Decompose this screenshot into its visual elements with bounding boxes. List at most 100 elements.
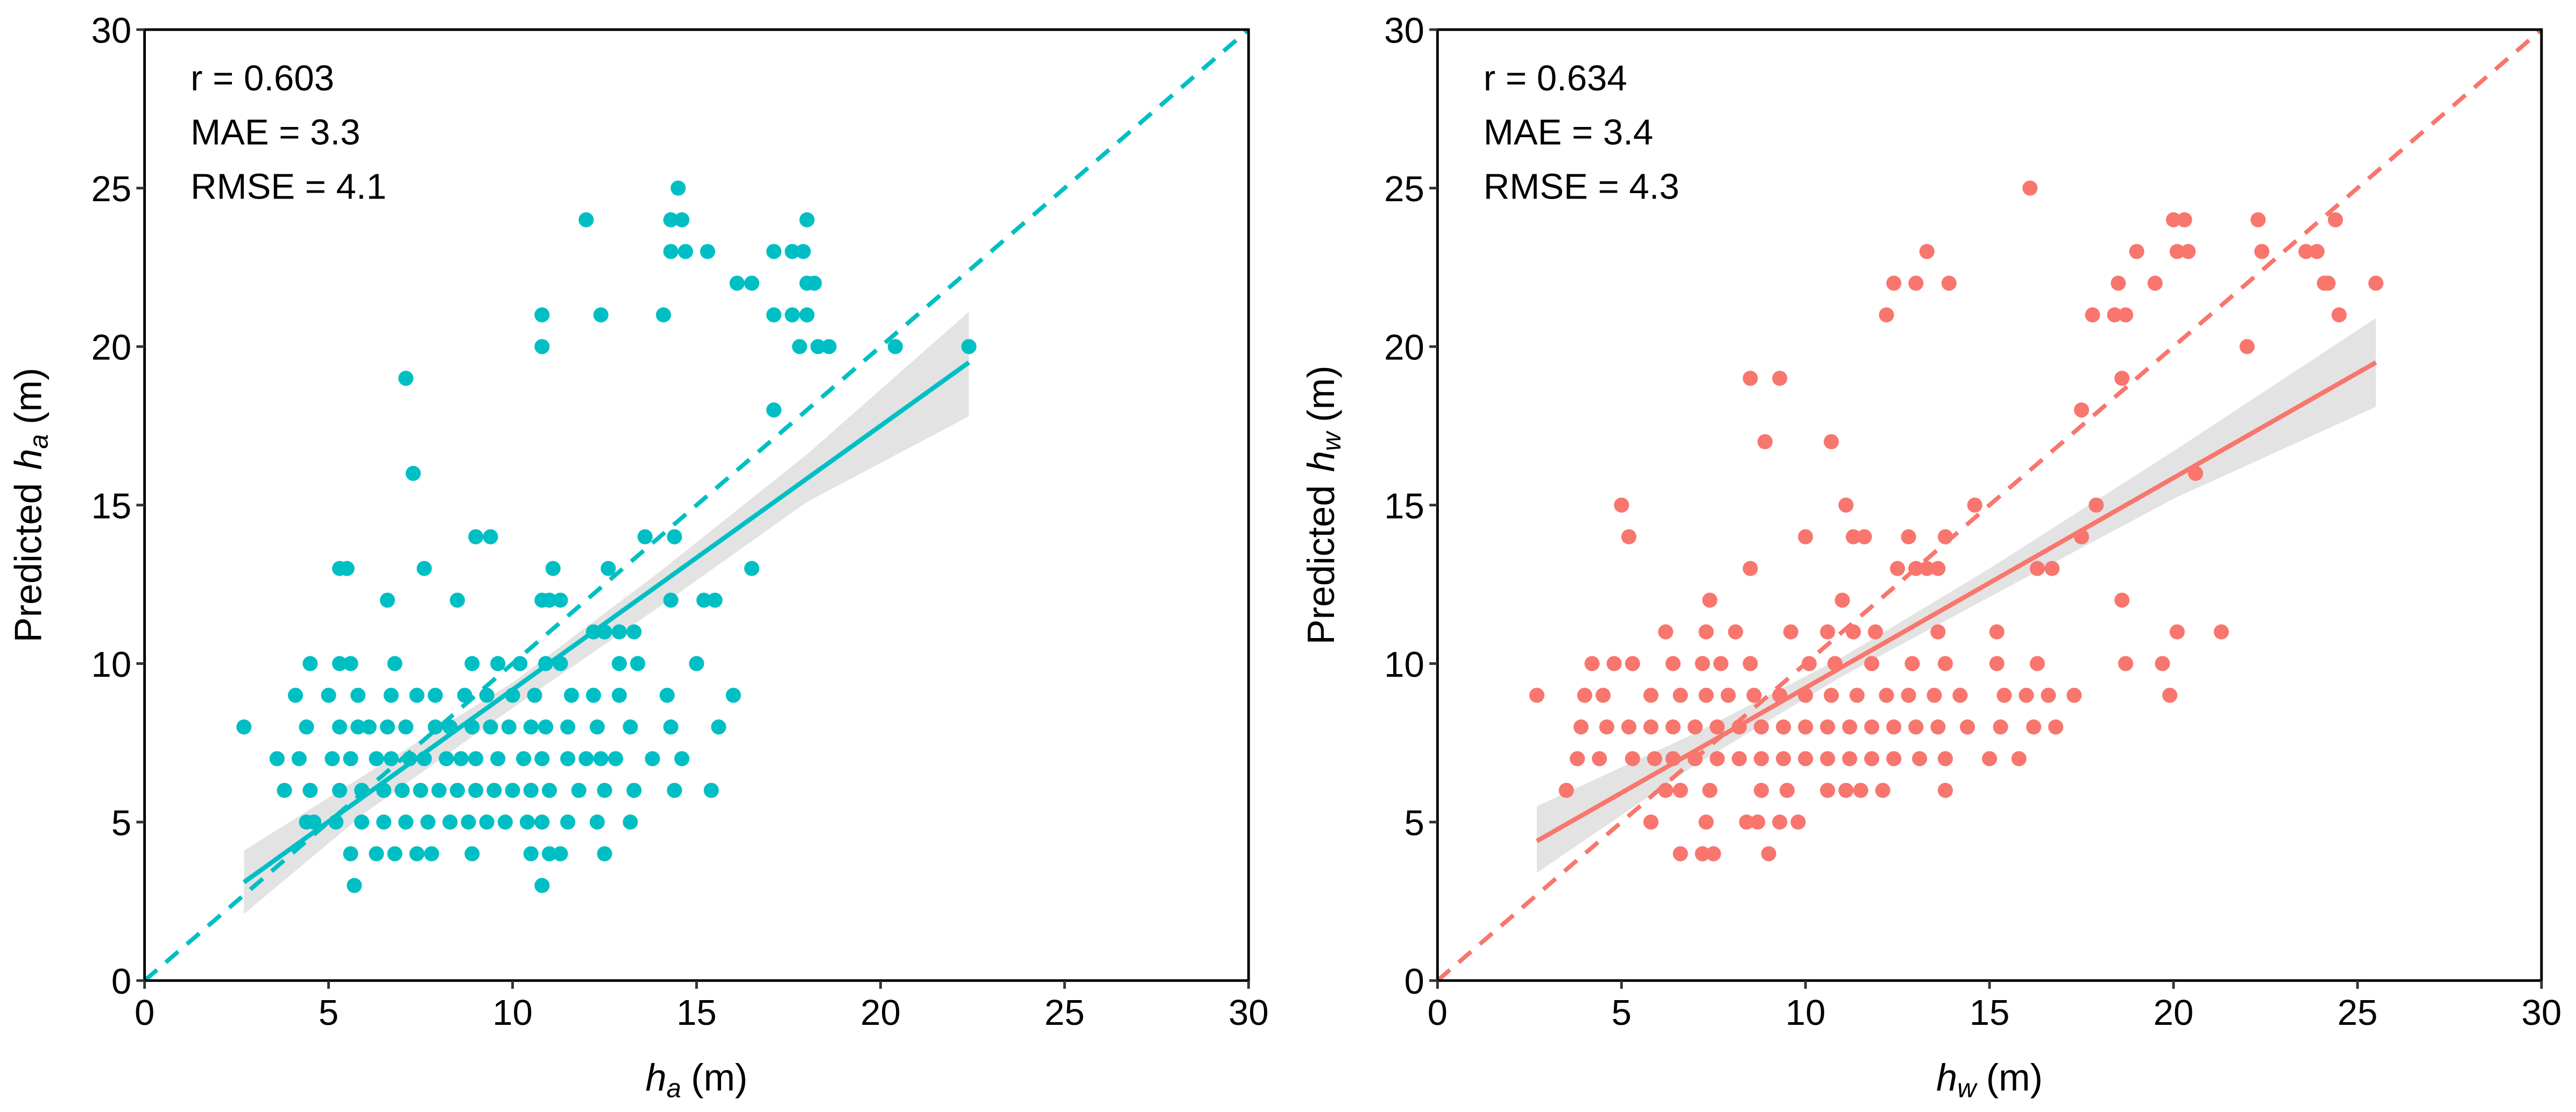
data-point (1798, 751, 1813, 767)
data-point (299, 719, 314, 735)
data-point (1742, 656, 1758, 671)
data-point (1820, 719, 1836, 735)
data-point (516, 751, 532, 767)
data-point (1901, 529, 1916, 544)
data-point (1754, 751, 1769, 767)
data-point (379, 719, 396, 735)
y-label-unit: (m) (1300, 365, 1342, 422)
data-point (2114, 371, 2130, 386)
x-label-sub: a (667, 1074, 681, 1103)
data-point (2118, 307, 2134, 323)
data-point (424, 846, 440, 862)
data-point (497, 814, 513, 830)
y-label-sub: a (25, 434, 54, 449)
data-point (1742, 371, 1758, 386)
data-point (354, 814, 370, 830)
y-label-unit: (m) (6, 367, 49, 424)
data-point (626, 624, 642, 640)
data-point (534, 307, 550, 323)
identity-line (1436, 28, 2543, 982)
data-point (1853, 783, 1868, 798)
y-tick-label: 30 (91, 10, 132, 51)
data-point (961, 339, 977, 355)
data-point (1864, 719, 1880, 735)
data-point (585, 688, 602, 703)
data-point (659, 688, 675, 703)
data-point (1838, 497, 1854, 513)
data-point (1868, 624, 1883, 640)
data-point (703, 783, 719, 798)
data-point (2169, 244, 2185, 259)
data-point (505, 783, 520, 798)
data-point (623, 719, 638, 735)
data-point (527, 688, 542, 703)
data-point (1698, 814, 1714, 830)
x-tick-label: 25 (2338, 993, 2378, 1033)
data-point (269, 751, 285, 767)
data-point (350, 719, 366, 735)
x-axis-label: hw (m) (1936, 1056, 2043, 1103)
data-point (1890, 561, 1905, 576)
data-point (1941, 275, 1957, 291)
data-point (1706, 846, 1721, 862)
rmse-value: RMSE = 4.3 (1484, 166, 1679, 207)
x-tick-label: 0 (135, 993, 154, 1033)
data-point (674, 212, 690, 228)
data-point (2250, 212, 2266, 228)
data-point (630, 656, 646, 671)
data-point (1698, 688, 1714, 703)
data-point (468, 529, 484, 544)
data-point (1710, 719, 1725, 735)
data-point (1621, 719, 1636, 735)
data-point (1838, 783, 1854, 798)
data-point (398, 371, 414, 386)
data-point (2129, 244, 2144, 259)
right-panel: 0 5 10 15 20 25 30 0 5 10 15 20 25 30 r = 0.634 MAE = 3… (1300, 10, 2561, 1103)
data-point (1790, 814, 1806, 830)
data-point (343, 846, 358, 862)
data-point (1886, 751, 1902, 767)
data-point (369, 846, 384, 862)
data-point (2162, 688, 2178, 703)
data-point (490, 656, 506, 671)
data-point (1776, 719, 1791, 735)
data-point (601, 561, 616, 576)
data-point (677, 244, 693, 259)
data-point (887, 339, 903, 355)
data-point (2309, 244, 2325, 259)
data-point (1937, 751, 1953, 767)
data-point (700, 244, 716, 259)
data-point (541, 592, 557, 608)
y-label-var: h (1300, 451, 1342, 472)
data-point (553, 592, 568, 608)
data-point (1798, 719, 1813, 735)
data-point (2165, 212, 2182, 228)
data-point (1739, 814, 1754, 830)
data-point (1606, 656, 1622, 671)
data-point (534, 814, 550, 830)
y-tick-label: 5 (1405, 803, 1424, 843)
data-point (442, 814, 458, 830)
data-point (332, 719, 348, 735)
y-label-var: h (6, 449, 49, 470)
data-point (1698, 624, 1714, 640)
data-point (1801, 656, 1817, 671)
data-point (409, 688, 425, 703)
confidence-band (1536, 318, 2376, 873)
data-point (1702, 592, 1718, 608)
data-point (302, 783, 318, 798)
data-point (519, 814, 535, 830)
data-point (810, 339, 826, 355)
data-point (1695, 846, 1710, 862)
data-point (2118, 656, 2134, 671)
data-point (1842, 719, 1858, 735)
data-point (2180, 244, 2196, 259)
data-point (611, 688, 627, 703)
data-point (387, 846, 403, 862)
data-point (593, 307, 609, 323)
data-point (306, 814, 322, 830)
y-tick-label: 0 (111, 961, 131, 1002)
data-point (2022, 180, 2038, 196)
y-label-prefix: Predicted (6, 483, 49, 643)
data-point (2011, 751, 2027, 767)
